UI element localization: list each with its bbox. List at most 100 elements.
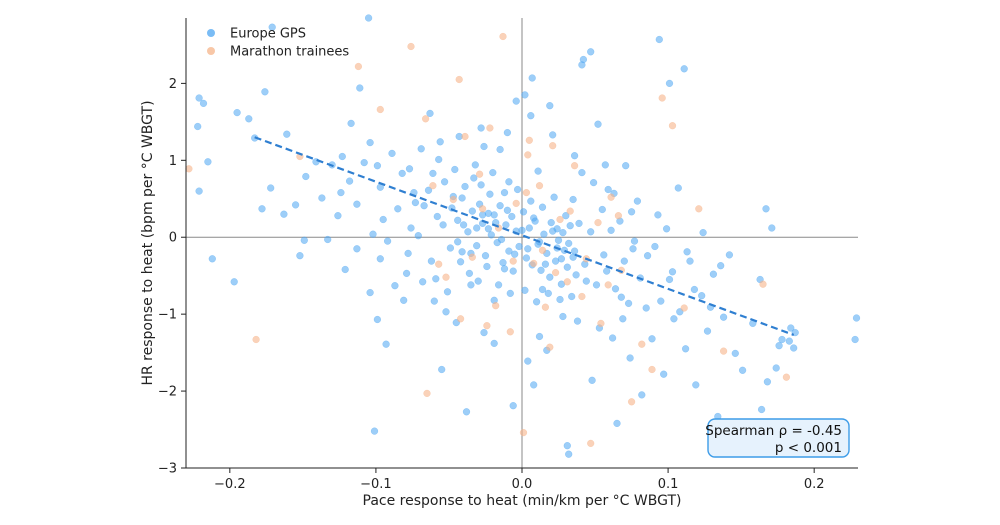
data-point — [473, 242, 481, 250]
data-point — [525, 136, 533, 144]
data-point — [438, 365, 446, 374]
data-point — [573, 317, 582, 325]
data-point — [419, 278, 427, 286]
data-point — [427, 257, 436, 265]
data-point — [233, 108, 241, 117]
data-point — [563, 278, 571, 286]
data-point — [483, 262, 491, 271]
data-point — [578, 292, 586, 301]
data-point — [579, 55, 588, 64]
data-point — [570, 152, 579, 160]
data-point — [500, 188, 509, 197]
data-point — [382, 340, 390, 348]
data-point — [492, 302, 500, 310]
data-point — [353, 200, 361, 208]
y-tick-label: −1 — [158, 308, 177, 323]
data-point — [337, 188, 345, 197]
data-point — [588, 376, 596, 384]
data-point — [725, 251, 734, 259]
data-point — [268, 23, 276, 31]
data-point — [388, 149, 396, 158]
data-point — [546, 343, 554, 351]
data-point — [474, 277, 482, 285]
data-point — [490, 339, 498, 348]
data-point — [601, 161, 609, 169]
data-point — [477, 124, 485, 132]
data-point — [604, 281, 612, 289]
data-point — [549, 131, 557, 139]
data-point — [334, 212, 342, 220]
data-point — [312, 158, 320, 166]
data-point — [499, 32, 507, 41]
data-point — [535, 182, 544, 190]
data-point — [524, 245, 532, 253]
data-point — [459, 221, 468, 229]
data-point — [509, 267, 517, 275]
data-point — [538, 246, 547, 254]
data-point — [195, 187, 203, 195]
data-point — [318, 194, 326, 202]
data-point — [547, 218, 555, 227]
data-point — [785, 337, 793, 345]
data-point — [524, 151, 532, 159]
data-point — [456, 258, 465, 266]
data-point — [648, 365, 656, 374]
data-point — [778, 335, 786, 344]
data-point — [568, 292, 576, 301]
data-point — [572, 271, 580, 279]
data-point — [366, 138, 374, 147]
data-point — [423, 389, 431, 398]
x-tick-label: 0.1 — [658, 477, 679, 492]
data-point — [563, 263, 571, 271]
data-point — [668, 122, 677, 130]
data-point — [681, 345, 690, 353]
data-point — [775, 342, 783, 350]
data-point — [670, 315, 678, 323]
data-point — [512, 97, 520, 105]
data-point — [562, 212, 570, 220]
data-point — [354, 62, 363, 71]
data-point — [464, 228, 472, 236]
data-point — [525, 224, 533, 232]
data-point — [426, 109, 434, 118]
data-point — [324, 235, 332, 244]
data-point — [494, 281, 503, 289]
data-point — [626, 354, 634, 362]
data-point — [530, 214, 538, 222]
data-point — [566, 222, 574, 230]
y-tick-label: 0 — [169, 231, 177, 246]
data-point — [356, 84, 364, 92]
data-point — [530, 259, 538, 268]
data-point — [506, 328, 514, 336]
data-point — [451, 165, 459, 174]
data-point — [432, 275, 440, 283]
data-point — [537, 266, 545, 274]
data-point — [524, 357, 532, 365]
data-point — [458, 194, 466, 202]
data-point — [478, 205, 487, 213]
data-point — [500, 265, 509, 273]
data-point — [782, 373, 791, 381]
data-point — [483, 322, 491, 330]
data-point — [619, 315, 627, 323]
data-point — [565, 450, 573, 458]
data-point — [470, 174, 478, 182]
data-point — [535, 332, 544, 341]
y-tick-label: 1 — [169, 154, 177, 169]
data-point — [449, 195, 457, 204]
data-point — [570, 247, 579, 255]
trend-line-group — [254, 136, 795, 336]
data-point — [592, 281, 601, 289]
data-point — [570, 162, 579, 170]
data-point — [443, 288, 452, 296]
data-point — [407, 224, 415, 232]
data-point — [738, 366, 747, 374]
data-point — [424, 186, 433, 194]
data-point — [468, 253, 476, 261]
x-tick-label: −0.1 — [360, 477, 392, 492]
data-point — [400, 296, 408, 304]
data-point — [414, 232, 422, 240]
data-point — [446, 244, 455, 252]
data-point — [554, 236, 563, 244]
data-point — [690, 285, 699, 294]
